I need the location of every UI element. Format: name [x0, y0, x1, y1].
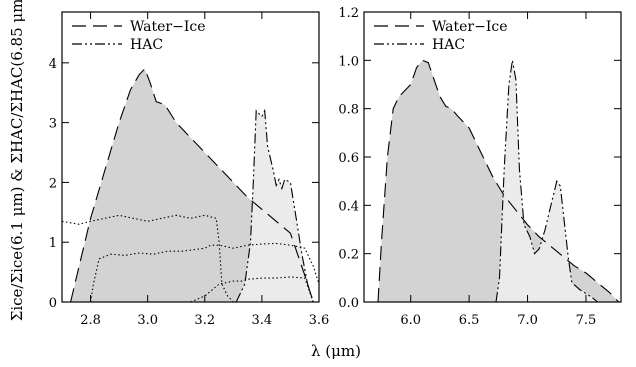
- right-panel: 6.0 6.5 7.0 7.5 0.0 0.2 0.4 0.6 0.8 1.0 1.2 Water−…: [338, 6, 622, 328]
- right-xtick-label: 7.0: [517, 313, 538, 328]
- right-fills: [378, 60, 619, 302]
- left-xtick-label: 3.4: [252, 313, 273, 328]
- left-ytick-label: 0: [49, 296, 57, 311]
- left-xtick-label: 2.8: [80, 313, 101, 328]
- left-ytick-label: 1: [49, 236, 57, 251]
- left-xtick-label: 3.2: [194, 313, 215, 328]
- right-xtick-label: 6.5: [459, 313, 480, 328]
- right-water-ice-line-0: [377, 59, 620, 303]
- right-ticks: 6.0 6.5 7.0 7.5 0.0 0.2 0.4 0.6 0.8 1.0 1.2: [338, 6, 621, 328]
- right-plot-frame: [363, 11, 622, 303]
- right-ytick-label: 0.0: [338, 296, 359, 311]
- right-lines: [377, 59, 620, 303]
- right-ytick-label: 0.2: [338, 248, 359, 263]
- x-axis-label: λ (μm): [311, 342, 361, 360]
- left-plot-frame: [61, 11, 320, 303]
- left-fills: [70, 68, 314, 302]
- right-xtick-label: 7.5: [576, 313, 597, 328]
- right-hac-line-1: [495, 60, 598, 303]
- left-ytick-label: 4: [49, 57, 57, 72]
- left-ytick-label: 2: [49, 176, 57, 191]
- right-ytick-label: 0.6: [338, 151, 359, 166]
- right-ytick-label: 1.2: [338, 6, 359, 21]
- left-lines: [61, 67, 320, 303]
- right-ytick-label: 0.4: [338, 199, 359, 214]
- left-ytick-label: 3: [49, 117, 57, 132]
- left-legend-hac-label: HAC: [130, 37, 163, 53]
- right-legend-water-label: Water−Ice: [432, 19, 508, 35]
- left-hac-line-1: [235, 108, 314, 303]
- left-xtick-label: 3.6: [309, 313, 330, 328]
- left-legend: Water−Ice HAC: [72, 19, 206, 53]
- right-legend: Water−Ice HAC: [374, 19, 508, 53]
- right-legend-hac-label: HAC: [432, 37, 465, 53]
- left-dotted-line-2: [61, 214, 239, 303]
- y-axis-label: Σice/Σice(6.1 μm) & ΣHAC/ΣHAC(6.85 μm): [8, 0, 26, 321]
- left-hac-fill-1: [236, 110, 314, 302]
- left-legend-water-label: Water−Ice: [130, 19, 206, 35]
- left-dotted-line-3: [90, 242, 320, 303]
- right-ytick-label: 1.0: [338, 54, 359, 69]
- right-xtick-label: 6.0: [400, 313, 421, 328]
- right-hac-fill-1: [496, 60, 598, 302]
- left-water-ice-line-0: [70, 67, 314, 303]
- left-panel: 2.8 3.0 3.2 3.4 3.6 0 1 2 3 4 Water−Ice HAC: [49, 11, 330, 328]
- right-water-ice-fill-0: [378, 60, 619, 302]
- left-ticks: 2.8 3.0 3.2 3.4 3.6 0 1 2 3 4: [49, 12, 330, 328]
- left-xtick-label: 3.0: [137, 313, 158, 328]
- right-ytick-label: 0.8: [338, 103, 359, 118]
